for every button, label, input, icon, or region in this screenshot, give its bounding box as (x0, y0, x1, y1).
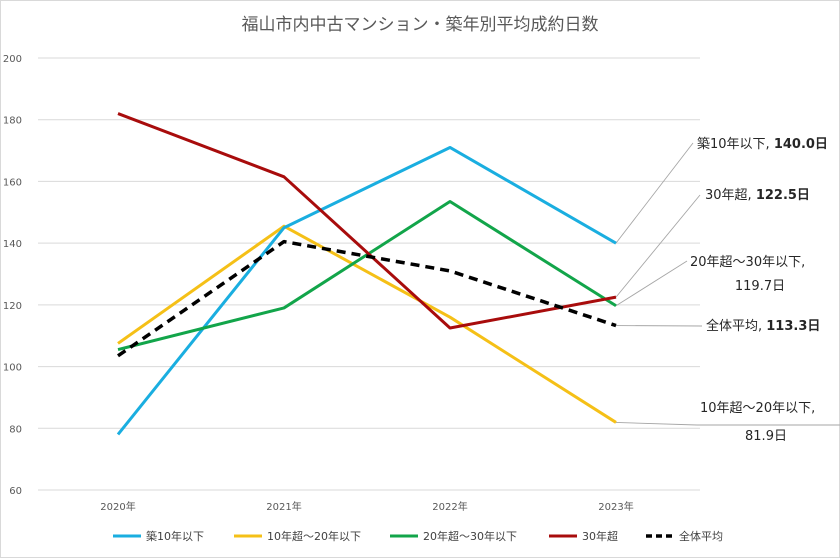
callout-series-1: 築10年以下, 140.0日 (697, 137, 828, 152)
series-line-3 (117, 199, 617, 352)
y-tick-label: 60 (9, 486, 22, 497)
callout-label: 30年超, (705, 188, 756, 203)
y-tick-label: 200 (3, 54, 22, 65)
callout-leader-line (615, 194, 701, 298)
y-tick-label: 180 (3, 116, 22, 127)
series-line-5 (117, 239, 617, 358)
callouts: 築10年以下, 140.0日 30年超, 122.5日 20年超～30年以下, … (690, 137, 828, 444)
series-line-2 (117, 224, 617, 424)
callout-label: 全体平均, (706, 318, 766, 334)
callout-series-3-label: 20年超～30年以下, (690, 255, 805, 270)
callout-series-3-value: 119.7日 (735, 279, 785, 294)
callout-leader-line (615, 421, 840, 426)
legend: 築10年以下 10年超～20年以下 20年超～30年以下 30年超 全体平均 (113, 529, 723, 543)
callout-leaders (615, 142, 840, 426)
series-line-1 (116, 145, 617, 436)
x-axis-ticks: 2020年 2021年 2022年 2023年 (100, 500, 633, 513)
y-tick-label: 140 (3, 239, 22, 250)
y-axis-ticks: 60 80 100 120 140 160 180 200 (3, 54, 22, 497)
chart-title: 福山市内中古マンション・築年別平均成約日数 (242, 15, 599, 35)
legend-label: 30年超 (582, 529, 618, 543)
callout-value: 122.5日 (756, 188, 810, 203)
legend-label: 20年超～30年以下 (423, 529, 517, 543)
series-line-4 (117, 112, 617, 330)
x-tick-label: 2022年 (432, 500, 467, 513)
x-tick-label: 2023年 (598, 500, 633, 513)
callout-value: 140.0日 (774, 137, 828, 152)
callout-series-4: 30年超, 122.5日 (705, 188, 810, 203)
gridlines (38, 57, 700, 491)
callout-series-2-label: 10年超～20年以下, (700, 401, 815, 416)
x-tick-label: 2021年 (266, 500, 301, 513)
y-tick-label: 80 (9, 424, 22, 435)
legend-label: 全体平均 (679, 529, 723, 543)
legend-label: 築10年以下 (146, 529, 204, 543)
callout-leader-line (615, 260, 688, 307)
legend-label: 10年超～20年以下 (267, 529, 361, 543)
callout-value: 113.3日 (766, 319, 820, 334)
series-lines (116, 112, 617, 436)
x-tick-label: 2020年 (100, 500, 135, 513)
y-tick-label: 100 (3, 363, 22, 374)
callout-leader-line (615, 142, 694, 244)
callout-series-5: 全体平均, 113.3日 (706, 318, 820, 334)
callout-label: 築10年以下, (697, 137, 774, 152)
y-tick-label: 120 (3, 301, 22, 312)
callout-series-2-value: 81.9日 (745, 429, 787, 444)
y-tick-label: 160 (3, 177, 22, 188)
